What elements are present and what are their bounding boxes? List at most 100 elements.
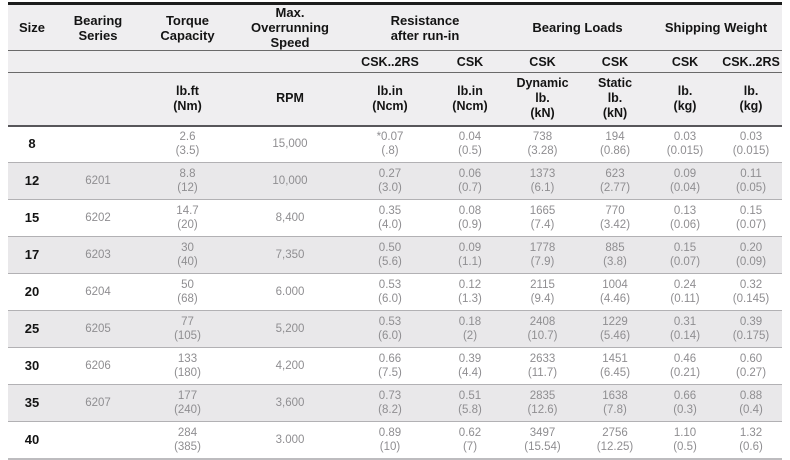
bearing-series-cell: 6201 [56,162,140,200]
units-torque: lb.ft (Nm) [140,72,235,127]
speed-cell: 8,400 [235,199,345,237]
bearing-series-cell: 6202 [56,199,140,237]
weight-csk-cell: 0.66 (0.3) [650,384,721,422]
table-row: 20 6204 50 (68) 6.000 0.53 (6.0) 0.12 (1.3) 2115(… [8,273,783,311]
col-header-size: Size [8,3,56,51]
units-empty-series [56,72,140,127]
table-row: 15 6202 14.7 (20) 8,400 0.35 (4.0) 0.08 (0.9) 166… [8,199,783,237]
table-header: Size Bearing Series Torque Capacity Max. O… [8,3,783,127]
static-load-cell: 194 (0.86) [599,131,631,158]
resistance-csk2rs-cell: 0.35 (4.0) [345,199,435,237]
speed-cell: 3.000 [235,421,345,459]
resistance-csk-cell: 0.12 (1.3) [435,273,505,311]
bearing-series-cell [56,126,140,163]
units-weight-csk2rs: lb. (kg) [720,72,783,127]
variant-weight-csk: CSK [650,50,721,73]
dynamic-load-cell: 2835 (12.6) [505,384,580,422]
group-header-row: Size Bearing Series Torque Capacity Max. O… [8,3,783,51]
static-load-cell: 770 (3.42) [580,199,651,237]
size-cell: 20 [8,273,56,311]
weight-csk-cell: 0.03 (0.015) [666,131,704,158]
weight-csk-cell: 0.15 (0.07) [650,236,721,274]
units-header-row: lb.ft (Nm) RPM lb.in (Ncm) lb.in (Ncm) Dyna… [8,72,783,127]
table-row: 8 2.6 (3.5) 15,000 *0.07 (.8) 0.04 (0.5) 738 (3.2… [8,125,783,163]
dynamic-load-cell: 3497 (15.54) [505,421,580,459]
units-loads-static: Static lb. (kN) [580,72,651,127]
variant-empty-speed [235,50,345,73]
torque-cell: 133 (180) [140,347,235,385]
speed-cell: 5,200 [235,310,345,348]
table-row: 17 6203 30 (40) 7,350 0.50 (5.6) 0.09 (1.1) 1778(… [8,236,783,274]
resistance-csk2rs-cell: 0.73 (8.2) [345,384,435,422]
dynamic-load-cell: 2115 (9.4) [505,273,580,311]
resistance-csk-cell: 0.09 (1.1) [435,236,505,274]
bearing-series-cell: 6207 [56,384,140,422]
units-resistance-csk: lb.in (Ncm) [435,72,505,127]
dynamic-load-cell: 738 (3.28) [527,131,558,158]
variant-empty-series [56,50,140,73]
static-load-cell: 623 (2.77) [580,162,651,200]
col-header-max-overrunning-speed: Max. Overrunning Speed [235,3,345,51]
weight-csk2rs-cell: 0.11 (0.05) [720,162,783,200]
units-speed: RPM [235,72,345,127]
torque-cell: 14.7 (20) [140,199,235,237]
bearing-series-cell: 6204 [56,273,140,311]
resistance-csk2rs-cell: 0.66 (7.5) [345,347,435,385]
weight-csk-cell: 0.13 (0.06) [650,199,721,237]
size-cell: 30 [8,347,56,385]
resistance-csk-cell: 0.39 (4.4) [435,347,505,385]
resistance-csk2rs-cell: 0.50 (5.6) [345,236,435,274]
size-cell: 35 [8,384,56,422]
static-load-cell: 885 (3.8) [580,236,651,274]
speed-cell: 6.000 [235,273,345,311]
variant-loads-static-csk: CSK [580,50,651,73]
units-loads-dynamic: Dynamic lb. (kN) [505,72,580,127]
variant-empty-torque [140,50,235,73]
units-weight-csk: lb. (kg) [650,72,721,127]
dynamic-load-cell: 2408 (10.7) [505,310,580,348]
variant-weight-csk2rs: CSK..2RS [720,50,783,73]
weight-csk2rs-cell: 0.88 (0.4) [720,384,783,422]
units-resistance-csk2rs: lb.in (Ncm) [345,72,435,127]
torque-cell: 177 (240) [140,384,235,422]
resistance-csk2rs-cell: 0.53 (6.0) [345,310,435,348]
table-row: 35 6207 177 (240) 3,600 0.73 (8.2) 0.51 (5.8) 283… [8,384,783,422]
speed-cell: 10,000 [235,162,345,200]
weight-csk2rs-cell: 0.03 (0.015) [732,131,770,158]
weight-csk2rs-cell: 0.32 (0.145) [720,273,783,311]
table-row: 25 6205 77 (105) 5,200 0.53 (6.0) 0.18 (2) 2408 (1… [8,310,783,348]
table-row: 30 6206 133 (180) 4,200 0.66 (7.5) 0.39 (4.4) 263… [8,347,783,385]
size-cell: 17 [8,236,56,274]
resistance-csk2rs-cell: 0.27 (3.0) [345,162,435,200]
size-cell: 8 [28,136,36,152]
size-cell: 25 [8,310,56,348]
resistance-csk2rs-cell: 0.53 (6.0) [345,273,435,311]
static-load-cell: 2756 (12.25) [580,421,651,459]
table-body: 8 2.6 (3.5) 15,000 *0.07 (.8) 0.04 (0.5) 738 (3.2… [8,125,783,459]
speed-cell: 4,200 [235,347,345,385]
variant-empty-size [8,50,56,73]
units-empty-size [8,72,56,127]
static-load-cell: 1451 (6.45) [580,347,651,385]
resistance-csk-cell: 0.62 (7) [435,421,505,459]
static-load-cell: 1004 (4.46) [580,273,651,311]
resistance-csk-cell: 0.04 (0.5) [458,131,482,158]
dynamic-load-cell: 1373 (6.1) [505,162,580,200]
torque-cell: 284 (385) [140,421,235,459]
col-header-bearing-loads: Bearing Loads [505,3,651,51]
size-cell: 40 [8,421,56,459]
col-header-torque-capacity: Torque Capacity [140,3,235,51]
weight-csk2rs-cell: 0.39 (0.175) [720,310,783,348]
dynamic-load-cell: 1665 (7.4) [505,199,580,237]
variant-resistance-csk: CSK [435,50,505,73]
weight-csk2rs-cell: 1.32 (0.6) [720,421,783,459]
speed-cell: 3,600 [235,384,345,422]
weight-csk-cell: 1.10 (0.5) [650,421,721,459]
resistance-csk2rs-cell: *0.07 (.8) [376,131,404,158]
static-load-cell: 1229 (5.46) [580,310,651,348]
table-row: 40 284 (385) 3.000 0.89 (10) 0.62 (7) 3497 (15.54… [8,421,783,459]
variant-header-row: CSK..2RS CSK CSK CSK CSK CSK..2RS [8,50,783,73]
resistance-csk-cell: 0.06 (0.7) [435,162,505,200]
resistance-csk-cell: 0.51 (5.8) [435,384,505,422]
weight-csk2rs-cell: 0.15 (0.07) [720,199,783,237]
